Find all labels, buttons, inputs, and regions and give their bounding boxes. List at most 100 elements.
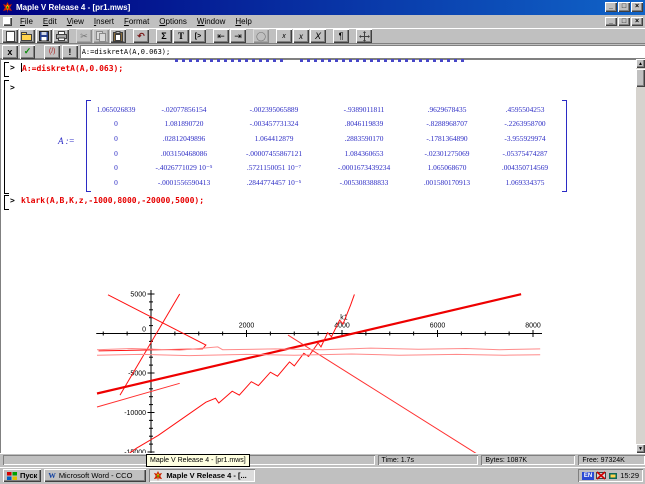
math-style-mid-button[interactable]: x: [293, 29, 309, 43]
x-large-icon: X: [314, 31, 321, 41]
copy-icon: [96, 30, 106, 42]
toolbar-separator: [350, 29, 355, 43]
task-word[interactable]: W Microsoft Word - CCO: [44, 469, 147, 482]
start-button[interactable]: Пуск: [3, 469, 42, 482]
input-line-2[interactable]: klark(A,B,K,z,-1000,8000,-20000,5000);: [21, 196, 205, 205]
show-marks-button[interactable]: ¶: [333, 29, 349, 43]
maple-leaf-icon: [154, 470, 163, 481]
copy-button[interactable]: [93, 29, 109, 43]
plot-series-band-upper: [96, 346, 541, 351]
svg-text:5000: 5000: [130, 292, 146, 299]
minimize-button[interactable]: _: [605, 2, 617, 12]
plot-svg[interactable]: 200040006000800050000-5000-10000-15000-2…: [0, 267, 636, 453]
menu-view[interactable]: View: [66, 17, 84, 26]
child-close-button[interactable]: ×: [631, 17, 643, 26]
toolbar-separator: [37, 45, 42, 59]
stop-button[interactable]: ◯: [253, 29, 269, 43]
context-exec-button[interactable]: !: [62, 44, 78, 59]
matrix-cell: 0: [114, 119, 118, 129]
plot-series-branch-b-steep: [119, 293, 181, 396]
execution-group-bracket: [4, 62, 9, 77]
open-button[interactable]: [19, 29, 35, 43]
inline-math-button[interactable]: Σ: [156, 29, 172, 43]
worksheet[interactable]: > A:=diskretA(A,0.063); > A := 1.0650268…: [0, 59, 636, 453]
scissors-icon: ✂: [80, 30, 88, 41]
save-button[interactable]: [36, 29, 52, 43]
child-minimize-button[interactable]: _: [605, 17, 617, 26]
child-restore-button[interactable]: □: [618, 17, 630, 26]
menu-window[interactable]: Window: [196, 17, 226, 26]
context-x-button[interactable]: x: [2, 44, 18, 59]
x-small-icon: x: [282, 32, 286, 40]
menu-insert[interactable]: Insert: [93, 17, 114, 26]
document-icon[interactable]: [3, 17, 12, 26]
resize-mode-button[interactable]: [356, 29, 372, 43]
command-line-input[interactable]: A:=diskretA(A,0.063);: [79, 45, 645, 58]
indent-button[interactable]: ⇥: [230, 29, 246, 43]
outdent-button[interactable]: ⇤: [213, 29, 229, 43]
clipboard-icon: [113, 30, 123, 42]
matrix-cell: 0: [114, 148, 118, 158]
matrix-cell: .8046119839: [344, 119, 384, 129]
vertical-scrollbar[interactable]: ▲ ▼: [636, 59, 645, 453]
task-word-label: Microsoft Word - CCO: [58, 471, 133, 480]
matrix-right-bracket: [562, 100, 567, 192]
restore-button[interactable]: □: [618, 2, 630, 12]
maple-leaf-icon: [3, 2, 12, 13]
matrix-cell: 1.065068670: [427, 163, 467, 173]
matrix-cell: .003150468086: [160, 148, 208, 158]
cut-button[interactable]: ✂: [76, 29, 92, 43]
scroll-up-icon[interactable]: ▲: [636, 59, 645, 68]
matrix-cell: -.002395065889: [249, 104, 299, 114]
toolbar-separator: [70, 29, 75, 43]
matrix-cell: -.003457731324: [249, 119, 299, 129]
matrix-output: A := 1.065026839 -.02077856154 -.002395065…: [58, 100, 570, 192]
status-free: Free: 97324K: [578, 455, 645, 465]
print-button[interactable]: [53, 29, 69, 43]
tray-status-icon[interactable]: [596, 470, 607, 481]
input-line-1[interactable]: A:=diskretA(A,0.063);: [21, 63, 123, 73]
x-label: x: [7, 46, 13, 57]
tray-app-icon[interactable]: [608, 471, 618, 481]
scroll-down-icon[interactable]: ▼: [636, 444, 645, 453]
open-folder-icon: [21, 31, 32, 41]
menu-bar: File Edit View Insert Format Options Win…: [0, 15, 645, 28]
svg-text:-10000: -10000: [124, 410, 146, 417]
text-mode-button[interactable]: T: [173, 29, 189, 43]
taskbar: Пуск W Microsoft Word - CCO Maple V Rele…: [0, 467, 645, 484]
task-maple[interactable]: Maple V Release 4 - [...: [149, 469, 256, 482]
undo-button[interactable]: ↶: [133, 29, 149, 43]
plot-series-branch-a-descending-hook: [98, 294, 207, 352]
new-button[interactable]: [2, 29, 18, 43]
paste-button[interactable]: [110, 29, 126, 43]
menu-format[interactable]: Format: [123, 17, 150, 26]
context-slash-button[interactable]: (/): [44, 44, 61, 59]
matrix-cell: 1.069334375: [505, 177, 545, 187]
menu-help[interactable]: Help: [235, 17, 252, 26]
text-icon: T: [177, 31, 184, 41]
matrix-cell: .02812049896: [162, 133, 206, 143]
menu-file[interactable]: File: [20, 17, 33, 26]
close-button[interactable]: ×: [631, 2, 643, 12]
insert-prompt-button[interactable]: [>: [190, 29, 206, 43]
check-icon: ✓: [23, 46, 32, 56]
language-indicator[interactable]: EN: [581, 471, 595, 480]
maple-prompt: >: [10, 196, 15, 205]
matrix-cell: -.05375474287: [502, 148, 548, 158]
matrix-label: A :=: [58, 136, 75, 146]
title-bar: Maple V Release 4 - [pr1.mws] _ □ ×: [0, 0, 645, 15]
menu-edit[interactable]: Edit: [42, 17, 57, 26]
svg-text:8000: 8000: [525, 323, 541, 330]
context-check-button[interactable]: ✓: [19, 44, 36, 59]
math-style-large-button[interactable]: X: [310, 29, 326, 43]
svg-text:6000: 6000: [430, 323, 446, 330]
task-maple-label: Maple V Release 4 - [...: [166, 471, 247, 480]
tray-clock[interactable]: 15:29: [620, 471, 639, 480]
menu-options[interactable]: Options: [159, 17, 187, 26]
math-style-small-button[interactable]: x: [276, 29, 292, 43]
matrix-cell: 1.065026839: [96, 104, 136, 114]
matrix-cell: -.0001673439234: [337, 163, 391, 173]
matrix-cell: -.005308388833: [339, 177, 389, 187]
scrollbar-thumb[interactable]: [636, 69, 645, 87]
